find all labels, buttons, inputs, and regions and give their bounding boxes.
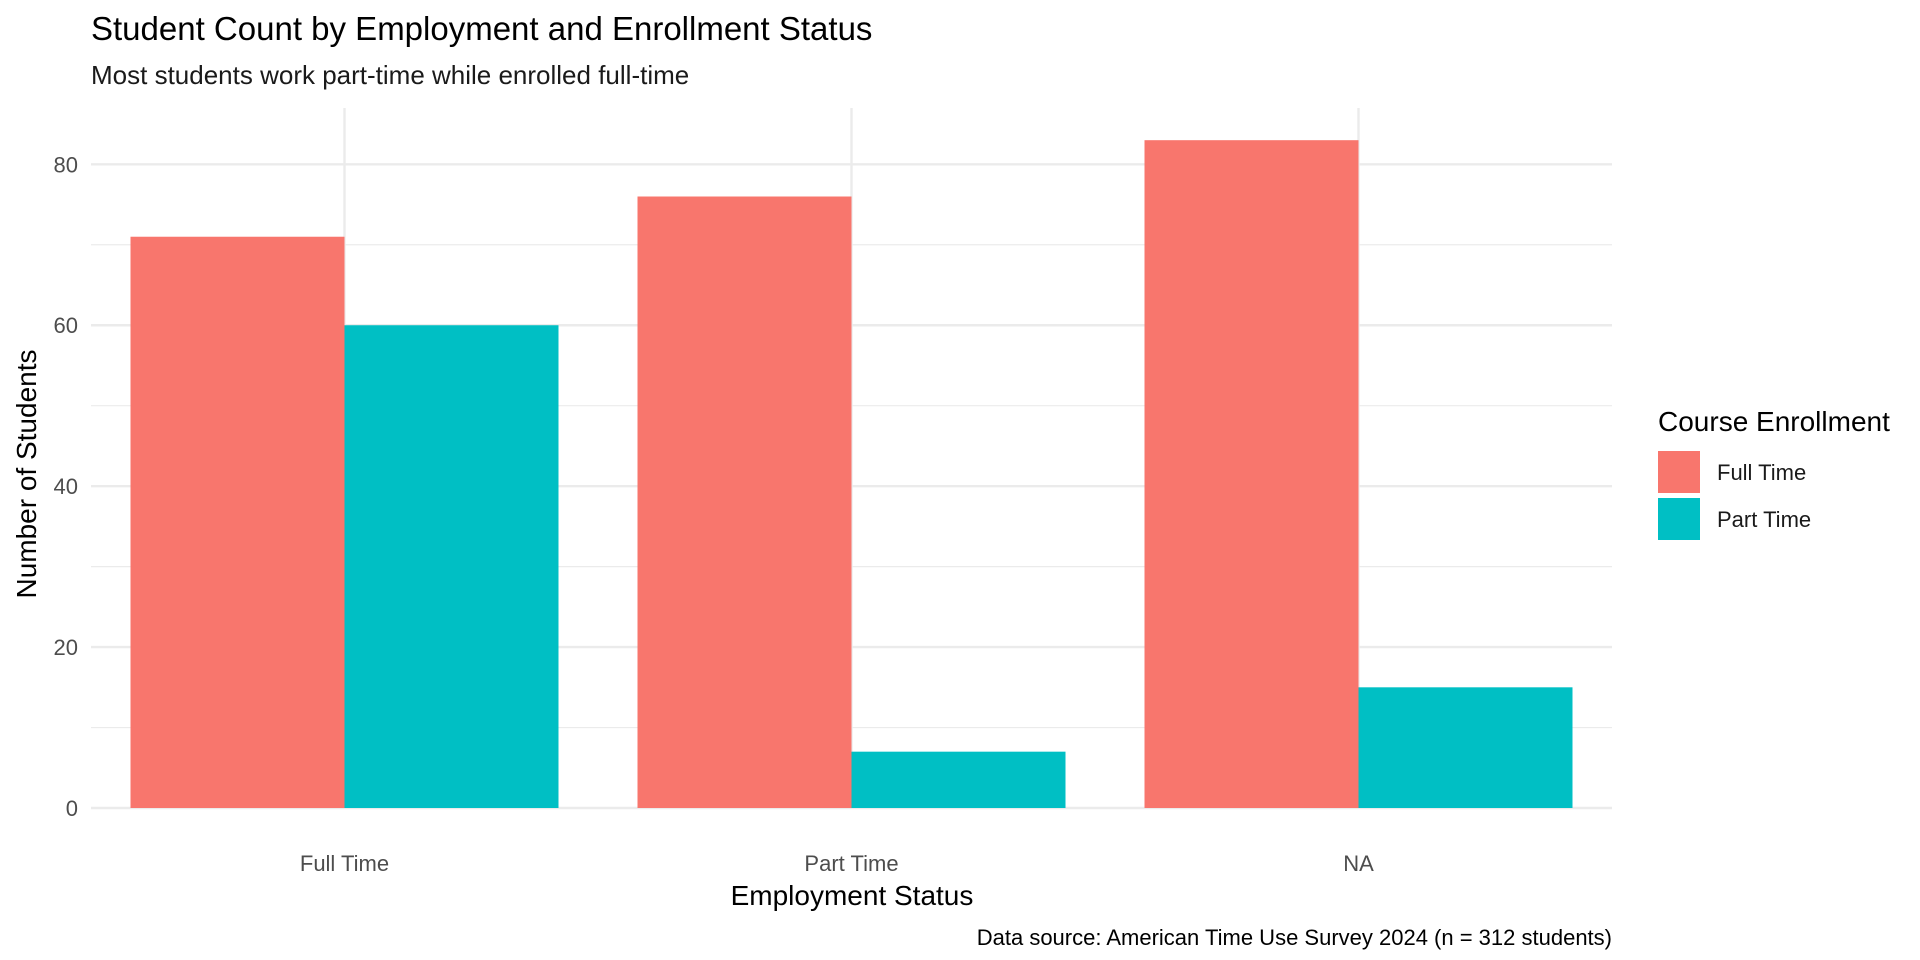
legend: Course Enrollment Full Time Part Time <box>1658 406 1890 540</box>
x-tick-label: NA <box>1343 851 1374 876</box>
chart-caption: Data source: American Time Use Survey 20… <box>977 925 1612 950</box>
bar <box>1144 140 1359 809</box>
bar <box>851 751 1066 808</box>
legend-key <box>1658 451 1700 493</box>
bar <box>1358 687 1573 808</box>
legend-label: Full Time <box>1717 460 1806 485</box>
x-axis-title: Employment Status <box>731 880 974 911</box>
y-tick-label: 40 <box>54 474 78 499</box>
y-axis-ticks: 0 20 40 60 80 <box>54 152 78 821</box>
x-tick-label: Part Time <box>804 851 898 876</box>
legend-title: Course Enrollment <box>1658 406 1890 437</box>
legend-items: Full Time Part Time <box>1658 451 1811 540</box>
bars <box>130 140 1573 809</box>
bar <box>637 196 852 809</box>
bar <box>130 236 345 809</box>
y-tick-label: 0 <box>66 796 78 821</box>
legend-label: Part Time <box>1717 507 1811 532</box>
y-tick-label: 80 <box>54 152 78 177</box>
chart-title: Student Count by Employment and Enrollme… <box>91 10 872 47</box>
y-tick-label: 60 <box>54 313 78 338</box>
x-tick-label: Full Time <box>300 851 389 876</box>
y-tick-label: 20 <box>54 635 78 660</box>
bar <box>344 325 559 808</box>
x-axis-ticks: Full Time Part Time NA <box>300 851 1374 876</box>
legend-key <box>1658 498 1700 540</box>
chart-subtitle: Most students work part-time while enrol… <box>91 60 689 90</box>
y-axis-title: Number of Students <box>11 349 42 598</box>
